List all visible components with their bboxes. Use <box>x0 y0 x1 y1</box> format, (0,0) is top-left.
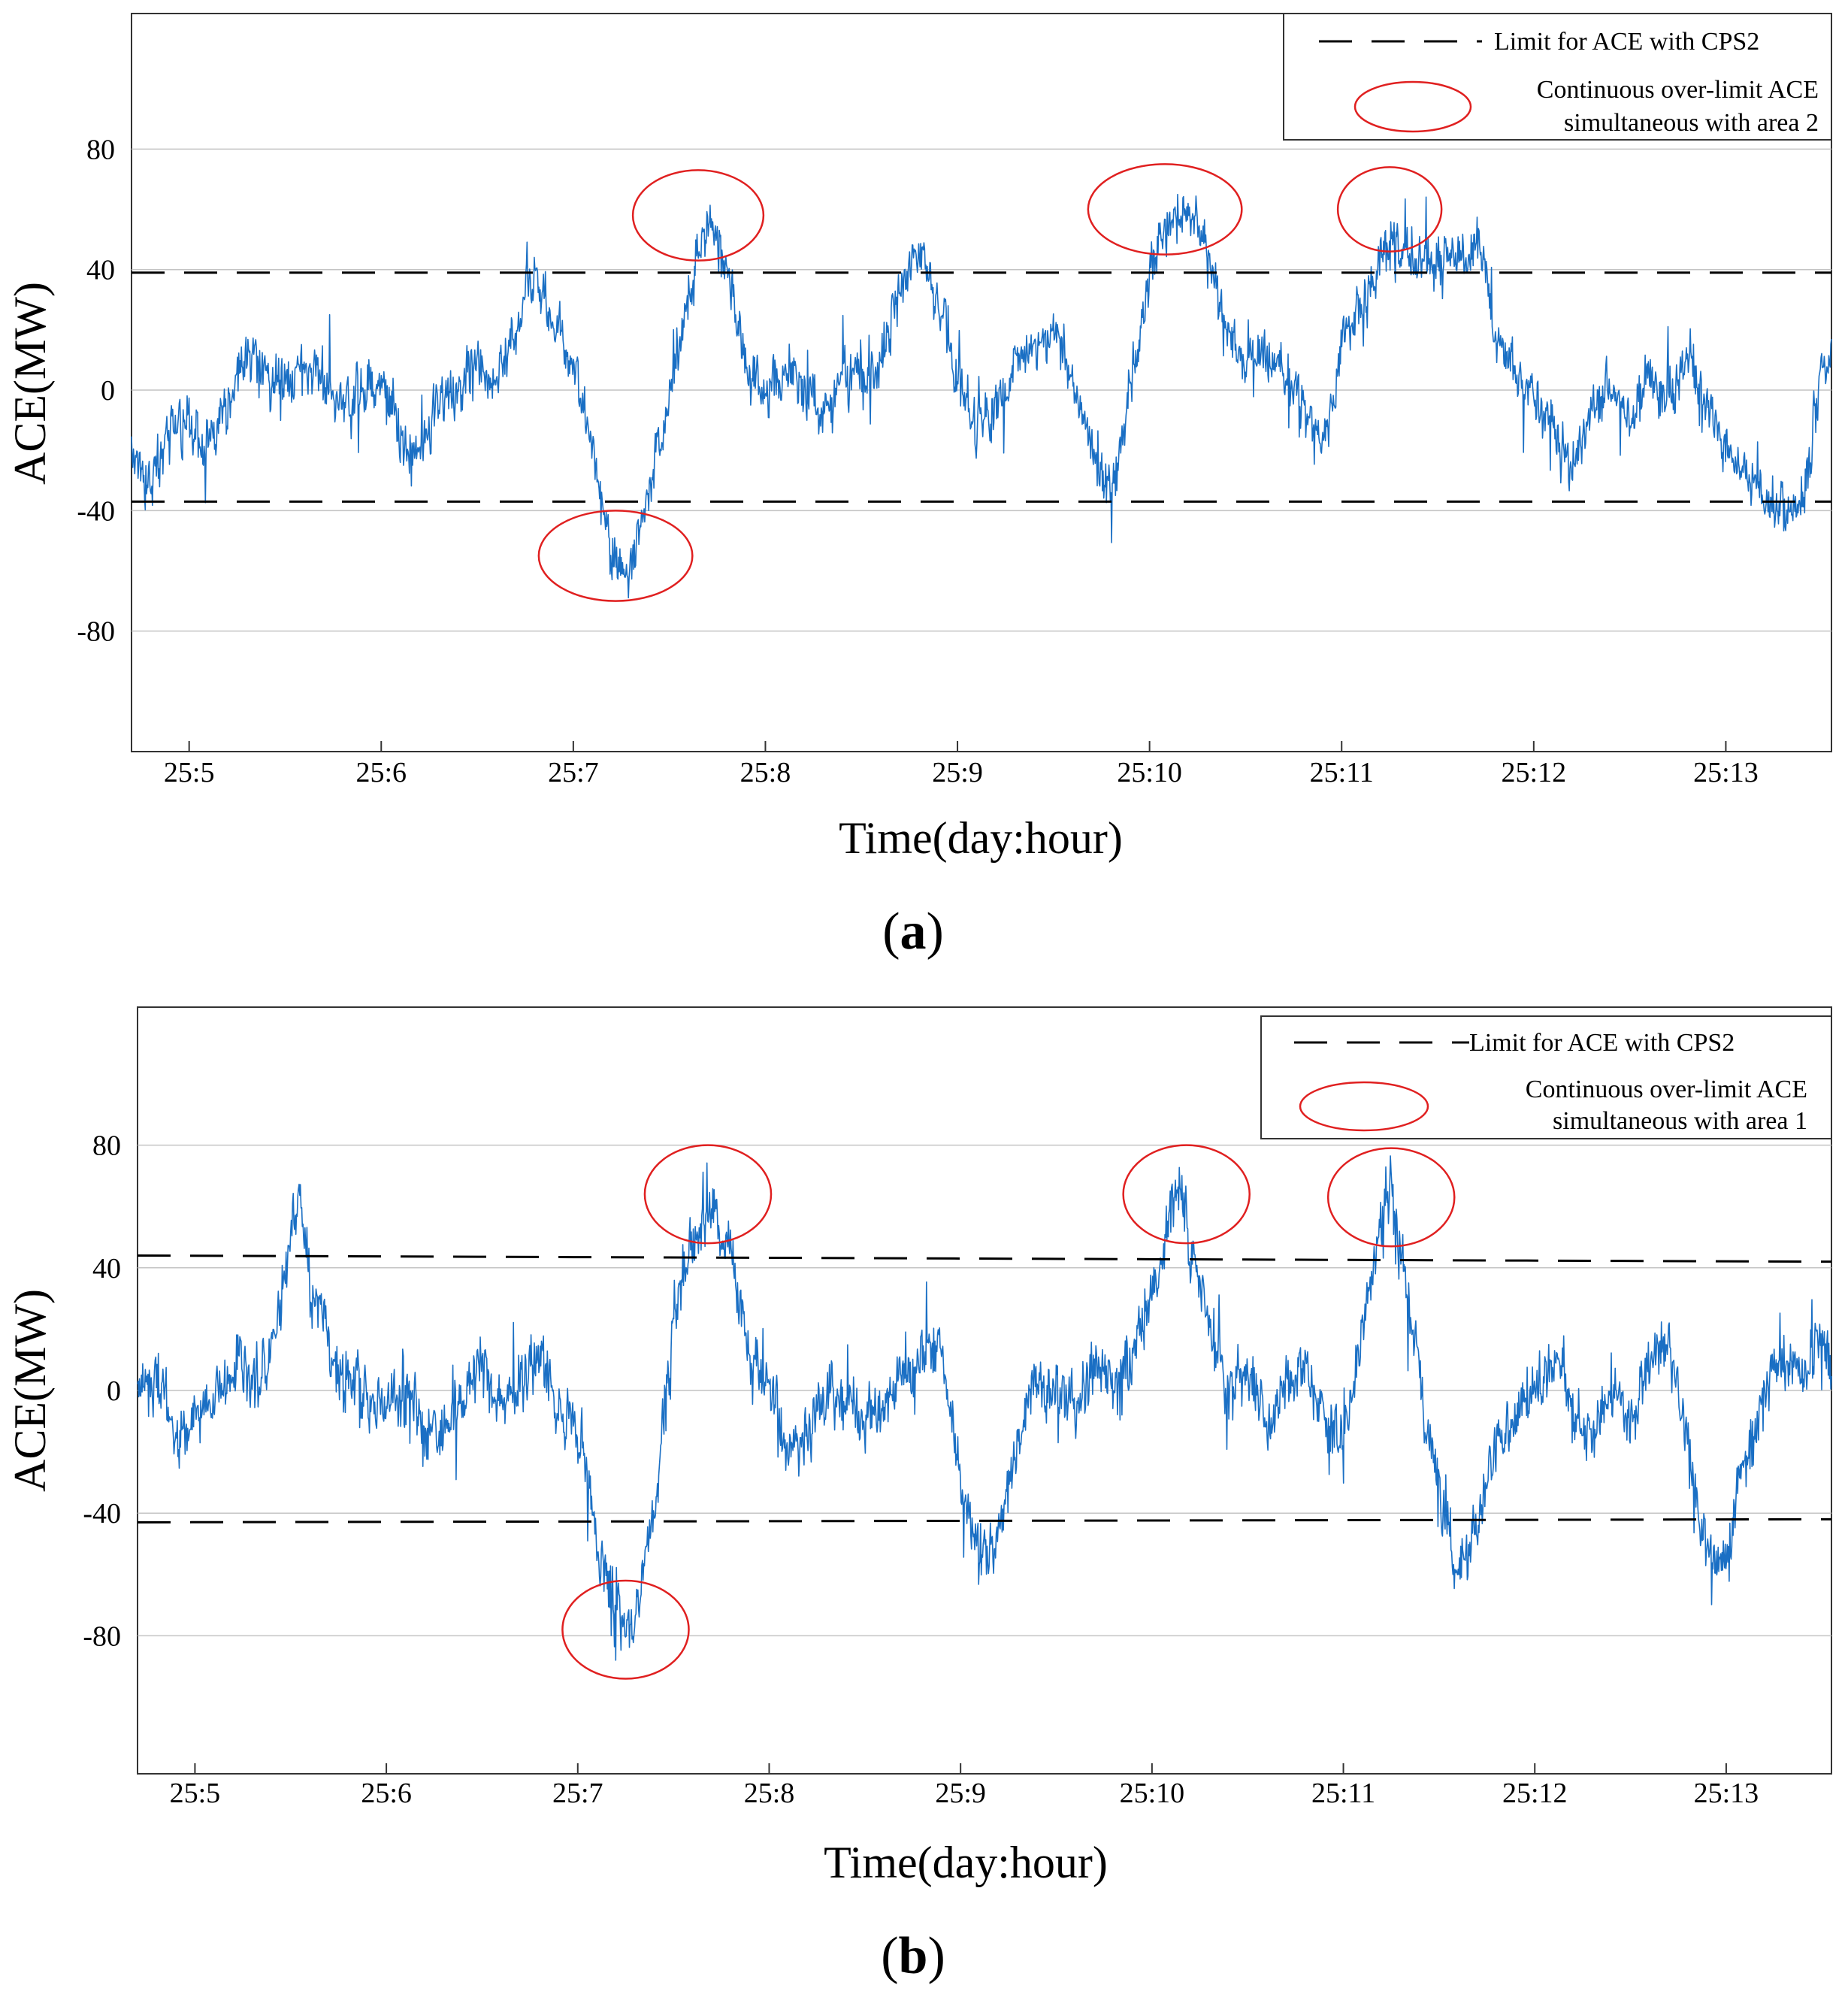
x-tick-label-a-6: 25:11 <box>1310 757 1374 788</box>
over-limit-ellipse-b-2 <box>1122 1144 1251 1245</box>
panel-label-a: (a) <box>882 903 944 961</box>
y-tick-label-a-2: 0 <box>101 375 115 407</box>
x-tick-labels-b: 25:5 25:6 25:7 25:8 25:9 25:10 25:11 25:12 25:13 <box>170 1763 1759 1809</box>
x-tick-label-b-2: 25:7 <box>552 1778 603 1809</box>
y-tick-label-b-3: 40 <box>92 1253 121 1284</box>
legend-a: Limit for ACE with CPS2 Continuous over-… <box>1283 13 1832 141</box>
x-tick-label-a-0: 25:5 <box>164 757 215 788</box>
gridlines-a <box>132 148 1831 632</box>
cps2-limit-lines-a <box>132 271 1831 503</box>
y-axis-label-b: ACE(MW) <box>5 1289 55 1492</box>
lower-limit-line-b <box>137 1517 1832 1523</box>
y-tick-label-b-4: 80 <box>92 1130 121 1162</box>
legend-ellipse-label-b-line1: Continuous over-limit ACE <box>1526 1076 1807 1103</box>
over-limit-ellipse-a-3 <box>1336 166 1443 253</box>
x-tick-label-b-6: 25:11 <box>1311 1778 1375 1809</box>
panel-label-b-letter: b <box>899 1927 928 1985</box>
y-tick-labels-a: -80 -40 0 40 80 <box>77 134 115 647</box>
over-limit-ellipses-b <box>561 1144 1456 1680</box>
over-limit-ellipse-b-1 <box>561 1579 690 1680</box>
y-tick-label-a-0: -80 <box>77 616 115 648</box>
legend-ellipse-label-a-line1: Continuous over-limit ACE <box>1537 76 1819 104</box>
over-limit-ellipse-b-3 <box>1326 1147 1456 1248</box>
x-tick-label-b-1: 25:6 <box>361 1778 412 1809</box>
x-tick-label-a-8: 25:13 <box>1693 757 1759 788</box>
over-limit-ellipse-a-1 <box>537 510 694 602</box>
over-limit-ellipse-b-0 <box>643 1144 773 1245</box>
panel-label-b: (b) <box>881 1927 945 1985</box>
y-tick-label-b-0: -80 <box>83 1620 121 1652</box>
ace-trace-a <box>131 193 1832 599</box>
ace-series-b <box>137 1155 1832 1661</box>
legend-ellipse-label-b-line2: simultaneous with area 1 <box>1553 1107 1807 1135</box>
y-tick-label-a-1: -40 <box>77 495 115 527</box>
x-tick-label-b-3: 25:8 <box>744 1778 795 1809</box>
x-axis-label-a: Time(day:hour) <box>839 813 1123 863</box>
y-axis-label-a: ACE(MW) <box>5 282 55 485</box>
x-axis-label-b: Time(day:hour) <box>824 1838 1108 1887</box>
plot-frame-a <box>131 13 1832 752</box>
x-tick-label-a-2: 25:7 <box>548 757 599 788</box>
legend-ellipse-swatch-b <box>1299 1081 1429 1132</box>
x-tick-label-b-5: 25:10 <box>1120 1778 1185 1809</box>
y-tick-label-b-2: 0 <box>107 1375 121 1407</box>
x-tick-label-b-8: 25:13 <box>1694 1778 1759 1809</box>
x-tick-label-b-0: 25:5 <box>170 1778 221 1809</box>
legend-limit-label-a: Limit for ACE with CPS2 <box>1494 28 1759 56</box>
x-tick-label-a-5: 25:10 <box>1117 757 1182 788</box>
legend-ellipse-swatch-a <box>1353 80 1472 133</box>
x-tick-label-a-3: 25:8 <box>740 757 791 788</box>
upper-limit-line-b <box>137 1254 1832 1263</box>
over-limit-ellipses-a <box>537 163 1443 602</box>
gridlines-b <box>138 1144 1831 1637</box>
x-tick-label-a-1: 25:6 <box>355 757 407 788</box>
y-tick-label-a-4: 80 <box>86 134 115 165</box>
panel-label-a-letter: a <box>900 903 927 961</box>
y-tick-labels-b: -80 -40 0 40 80 <box>83 1130 121 1653</box>
legend-b: Limit for ACE with CPS2 Continuous over-… <box>1260 1015 1832 1139</box>
x-tick-label-b-4: 25:9 <box>935 1778 986 1809</box>
x-tick-labels-a: 25:5 25:6 25:7 25:8 25:9 25:10 25:11 25:12 25:13 <box>164 741 1759 788</box>
x-tick-label-b-7: 25:12 <box>1502 1778 1568 1809</box>
legend-ellipse-label-a-line2: simultaneous with area 2 <box>1564 109 1819 137</box>
ace-trace-b <box>137 1155 1832 1661</box>
y-tick-label-a-3: 40 <box>86 255 115 286</box>
ace-series-a <box>131 193 1832 599</box>
y-tick-label-b-1: -40 <box>83 1498 121 1530</box>
x-tick-label-a-4: 25:9 <box>932 757 983 788</box>
over-limit-ellipse-a-0 <box>631 169 765 262</box>
legend-limit-label-b: Limit for ACE with CPS2 <box>1469 1029 1735 1057</box>
x-tick-label-a-7: 25:12 <box>1502 757 1567 788</box>
over-limit-ellipse-a-2 <box>1087 163 1243 256</box>
legend-box-b <box>1260 1015 1832 1139</box>
legend-box-a <box>1283 13 1832 141</box>
cps2-limit-lines-b <box>137 1254 1832 1523</box>
